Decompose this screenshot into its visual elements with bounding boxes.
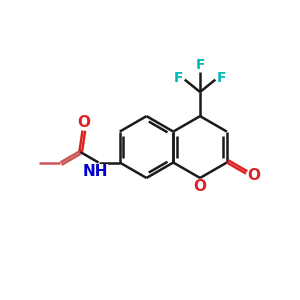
Text: F: F xyxy=(196,58,206,72)
Text: F: F xyxy=(173,71,183,85)
Text: NH: NH xyxy=(82,164,108,179)
Text: F: F xyxy=(217,71,226,85)
Text: O: O xyxy=(77,115,91,130)
Text: O: O xyxy=(193,179,206,194)
Text: O: O xyxy=(248,167,261,182)
